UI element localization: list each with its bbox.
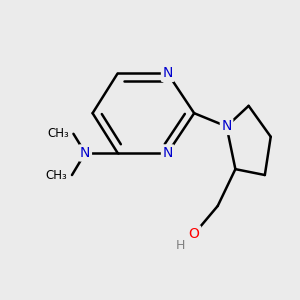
Text: N: N xyxy=(163,66,173,80)
Text: O: O xyxy=(189,227,200,241)
Text: CH₃: CH₃ xyxy=(46,169,68,182)
Text: CH₃: CH₃ xyxy=(47,127,69,140)
Text: N: N xyxy=(163,146,173,160)
Text: H: H xyxy=(176,239,186,252)
Text: N: N xyxy=(80,146,90,160)
Text: N: N xyxy=(221,119,232,134)
